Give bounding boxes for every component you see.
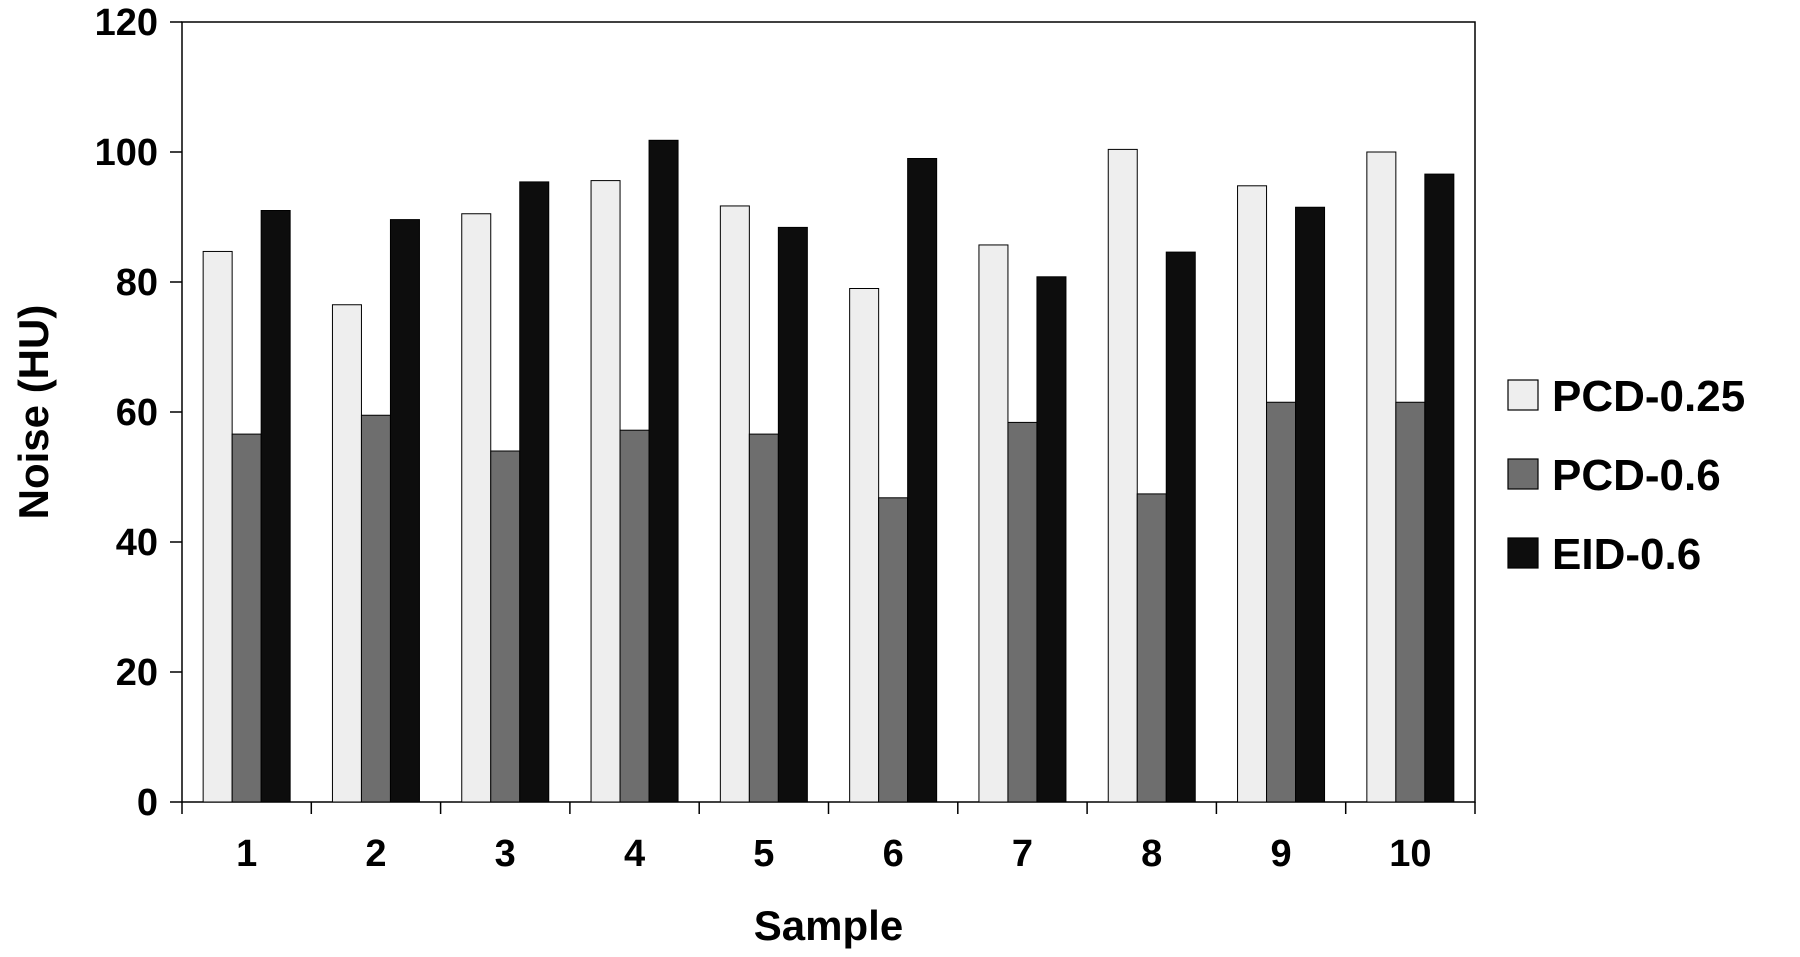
bar-pcd-0-6-sample-5 — [748, 433, 779, 803]
bar-eid-0-6-sample-7 — [1036, 276, 1067, 803]
x-axis: 1 2 3 4 5 6 7 8 9 10 — [181, 802, 1476, 875]
bar-eid-0-6-sample-8 — [1165, 251, 1196, 803]
x-tick-label: 6 — [883, 833, 904, 875]
x-tick-label: 7 — [1012, 833, 1033, 875]
bar-pcd-0-25-sample-7 — [978, 244, 1009, 803]
legend-label: PCD-0.25 — [1552, 372, 1745, 421]
y-tick-label: 80 — [116, 262, 158, 304]
bar-pcd-0-6-sample-4 — [619, 429, 650, 803]
bar-pcd-0-25-sample-3 — [461, 213, 492, 803]
bar-eid-0-6-sample-9 — [1295, 206, 1326, 803]
x-tick-label: 9 — [1270, 833, 1291, 875]
x-tick-label: 5 — [753, 833, 774, 875]
x-axis-title: Sample — [754, 902, 903, 949]
bar-eid-0-6-sample-10 — [1424, 173, 1455, 803]
bar-pcd-0-25-sample-1 — [202, 250, 233, 803]
y-tick-label: 40 — [116, 522, 158, 564]
x-tick-label: 10 — [1389, 833, 1431, 875]
bar-pcd-0-6-sample-1 — [231, 433, 262, 803]
x-tick-label: 4 — [624, 833, 645, 875]
bar-pcd-0-6-sample-8 — [1136, 493, 1167, 803]
bar-pcd-0-6-sample-6 — [878, 497, 909, 803]
y-tick-label: 100 — [95, 132, 158, 174]
bar-pcd-0-25-sample-8 — [1107, 148, 1138, 803]
bar-pcd-0-6-sample-7 — [1007, 421, 1038, 803]
legend-label: EID-0.6 — [1552, 530, 1701, 579]
bars-group — [202, 139, 1455, 803]
y-axis: 0 20 40 60 80 100 120 — [95, 2, 182, 824]
bar-eid-0-6-sample-3 — [519, 181, 550, 803]
bar-pcd-0-25-sample-6 — [849, 288, 880, 803]
bar-eid-0-6-sample-1 — [260, 210, 291, 803]
y-tick-label: 60 — [116, 392, 158, 434]
bar-pcd-0-6-sample-2 — [360, 414, 391, 803]
bar-pcd-0-25-sample-4 — [590, 180, 621, 803]
bar-pcd-0-25-sample-9 — [1237, 185, 1268, 803]
x-tick-label: 8 — [1141, 833, 1162, 875]
bar-eid-0-6-sample-5 — [777, 226, 808, 803]
legend-swatch — [1507, 379, 1539, 411]
bar-pcd-0-6-sample-3 — [490, 450, 521, 803]
bar-eid-0-6-sample-2 — [389, 219, 420, 803]
bar-pcd-0-25-sample-5 — [719, 205, 750, 803]
bar-eid-0-6-sample-6 — [907, 158, 938, 803]
x-tick-label: 3 — [495, 833, 516, 875]
y-tick-label: 120 — [95, 2, 158, 44]
y-tick-label: 0 — [137, 782, 158, 824]
x-tick-label: 2 — [365, 833, 386, 875]
legend-label: PCD-0.6 — [1552, 451, 1721, 500]
bar-pcd-0-6-sample-9 — [1266, 401, 1297, 803]
y-tick-label: 20 — [116, 652, 158, 694]
x-tick-label: 1 — [236, 833, 257, 875]
legend-swatch — [1507, 458, 1539, 490]
bar-pcd-0-25-sample-10 — [1366, 151, 1397, 803]
bar-pcd-0-6-sample-10 — [1395, 401, 1426, 803]
legend-swatch — [1507, 537, 1539, 569]
legend: PCD-0.25 PCD-0.6 EID-0.6 — [1507, 372, 1745, 579]
bar-pcd-0-25-sample-2 — [331, 304, 362, 803]
bar-eid-0-6-sample-4 — [648, 139, 679, 803]
y-axis-title: Noise (HU) — [10, 305, 57, 520]
